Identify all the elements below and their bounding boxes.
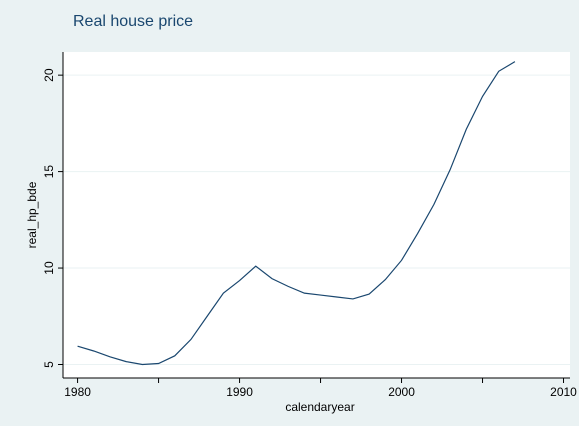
x-tick-label: 2000 bbox=[388, 385, 415, 399]
x-tick-label: 2010 bbox=[550, 385, 577, 399]
y-tick-label: 10 bbox=[42, 261, 56, 275]
y-tick-label: 15 bbox=[42, 165, 56, 179]
x-tick-label: 1990 bbox=[226, 385, 253, 399]
line bbox=[77, 61, 516, 366]
y-tick-label: 20 bbox=[42, 68, 56, 82]
x-axis-label: calendaryear bbox=[285, 400, 354, 414]
y-axis-label: real_hp_bde bbox=[25, 181, 39, 248]
plot-area bbox=[63, 52, 570, 378]
x-tick-label: 1980 bbox=[64, 385, 91, 399]
chart-title: Real house price bbox=[73, 13, 193, 30]
y-tick-label: 5 bbox=[42, 361, 56, 368]
